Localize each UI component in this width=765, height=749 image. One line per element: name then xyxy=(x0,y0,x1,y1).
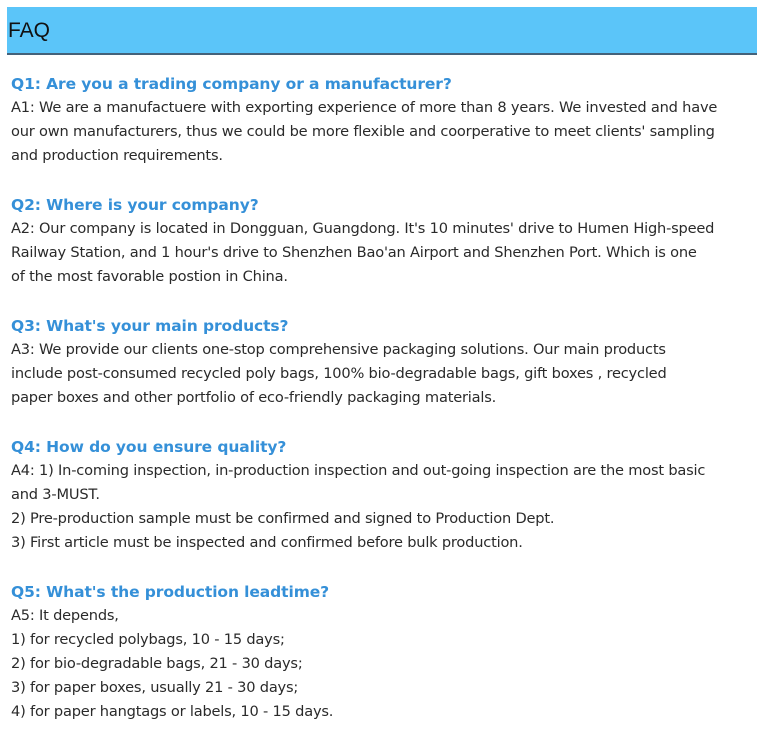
answer-line: A2: Our company is located in Dongguan, … xyxy=(11,220,715,237)
faq-answer: A3: We provide our clients one-stop comp… xyxy=(11,338,756,410)
faq-item: Q2: Where is your company? A2: Our compan… xyxy=(11,193,756,289)
faq-answer: A1: We are a manufactuere with exporting… xyxy=(11,96,756,168)
faq-item: Q5: What's the production leadtime? A5: I… xyxy=(11,580,756,724)
faq-item: Q3: What's your main products? A3: We pro… xyxy=(11,314,756,410)
faq-item: Q4: How do you ensure quality? A4: 1) In-… xyxy=(11,435,756,555)
faq-answer: A5: It depends, 1) for recycled polybags,… xyxy=(11,604,756,724)
answer-line: 4) for paper hangtags or labels, 10 - 15… xyxy=(11,703,334,720)
answer-line: our own manufacturers, thus we could be … xyxy=(11,123,715,140)
faq-answer: A4: 1) In-coming inspection, in-producti… xyxy=(11,459,756,555)
faq-header: FAQ xyxy=(7,7,757,55)
answer-line: 3) for paper boxes, usually 21 - 30 days… xyxy=(11,679,299,696)
answer-line: A3: We provide our clients one-stop comp… xyxy=(11,341,666,358)
faq-question: Q1: Are you a trading company or a manuf… xyxy=(11,75,452,93)
answer-line: of the most favorable postion in China. xyxy=(11,268,288,285)
answer-line: and production requirements. xyxy=(11,147,223,164)
faq-question: Q2: Where is your company? xyxy=(11,196,259,214)
answer-line: 1) for recycled polybags, 10 - 15 days; xyxy=(11,631,285,648)
answer-line: 2) Pre-production sample must be confirm… xyxy=(11,510,555,527)
page-title: FAQ xyxy=(8,19,51,42)
answer-line: include post-consumed recycled poly bags… xyxy=(11,365,667,382)
faq-question: Q4: How do you ensure quality? xyxy=(11,438,287,456)
answer-line: and 3-MUST. xyxy=(11,486,100,503)
answer-line: 2) for bio-degradable bags, 21 - 30 days… xyxy=(11,655,303,672)
answer-line: A1: We are a manufactuere with exporting… xyxy=(11,99,718,116)
answer-line: paper boxes and other portfolio of eco-f… xyxy=(11,389,497,406)
faq-answer: A2: Our company is located in Dongguan, … xyxy=(11,217,756,289)
answer-line: A5: It depends, xyxy=(11,607,119,624)
faq-question: Q5: What's the production leadtime? xyxy=(11,583,330,601)
answer-line: A4: 1) In-coming inspection, in-producti… xyxy=(11,462,706,479)
faq-question: Q3: What's your main products? xyxy=(11,317,289,335)
faq-item: Q1: Are you a trading company or a manuf… xyxy=(11,72,756,168)
faq-list: Q1: Are you a trading company or a manuf… xyxy=(11,72,756,749)
answer-line: Railway Station, and 1 hour's drive to S… xyxy=(11,244,697,261)
answer-line: 3) First article must be inspected and c… xyxy=(11,534,523,551)
